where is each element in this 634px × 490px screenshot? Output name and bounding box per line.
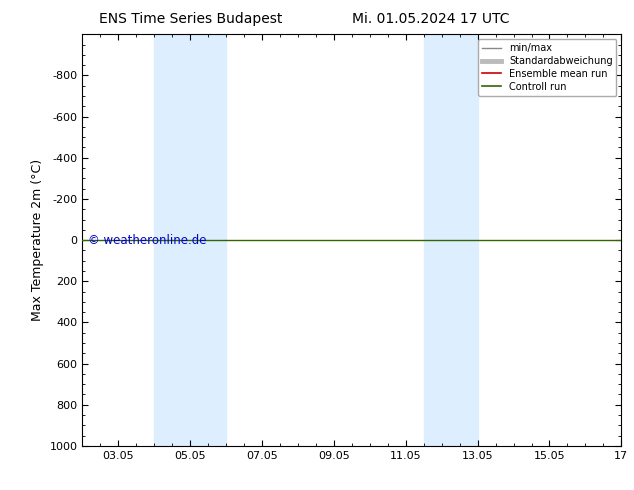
Text: Mi. 01.05.2024 17 UTC: Mi. 01.05.2024 17 UTC bbox=[353, 12, 510, 26]
Bar bbox=[154, 34, 226, 446]
Text: ENS Time Series Budapest: ENS Time Series Budapest bbox=[98, 12, 282, 26]
Bar bbox=[424, 34, 477, 446]
Y-axis label: Max Temperature 2m (°C): Max Temperature 2m (°C) bbox=[31, 159, 44, 321]
Legend: min/max, Standardabweichung, Ensemble mean run, Controll run: min/max, Standardabweichung, Ensemble me… bbox=[478, 39, 616, 96]
Text: © weatheronline.de: © weatheronline.de bbox=[87, 234, 206, 246]
